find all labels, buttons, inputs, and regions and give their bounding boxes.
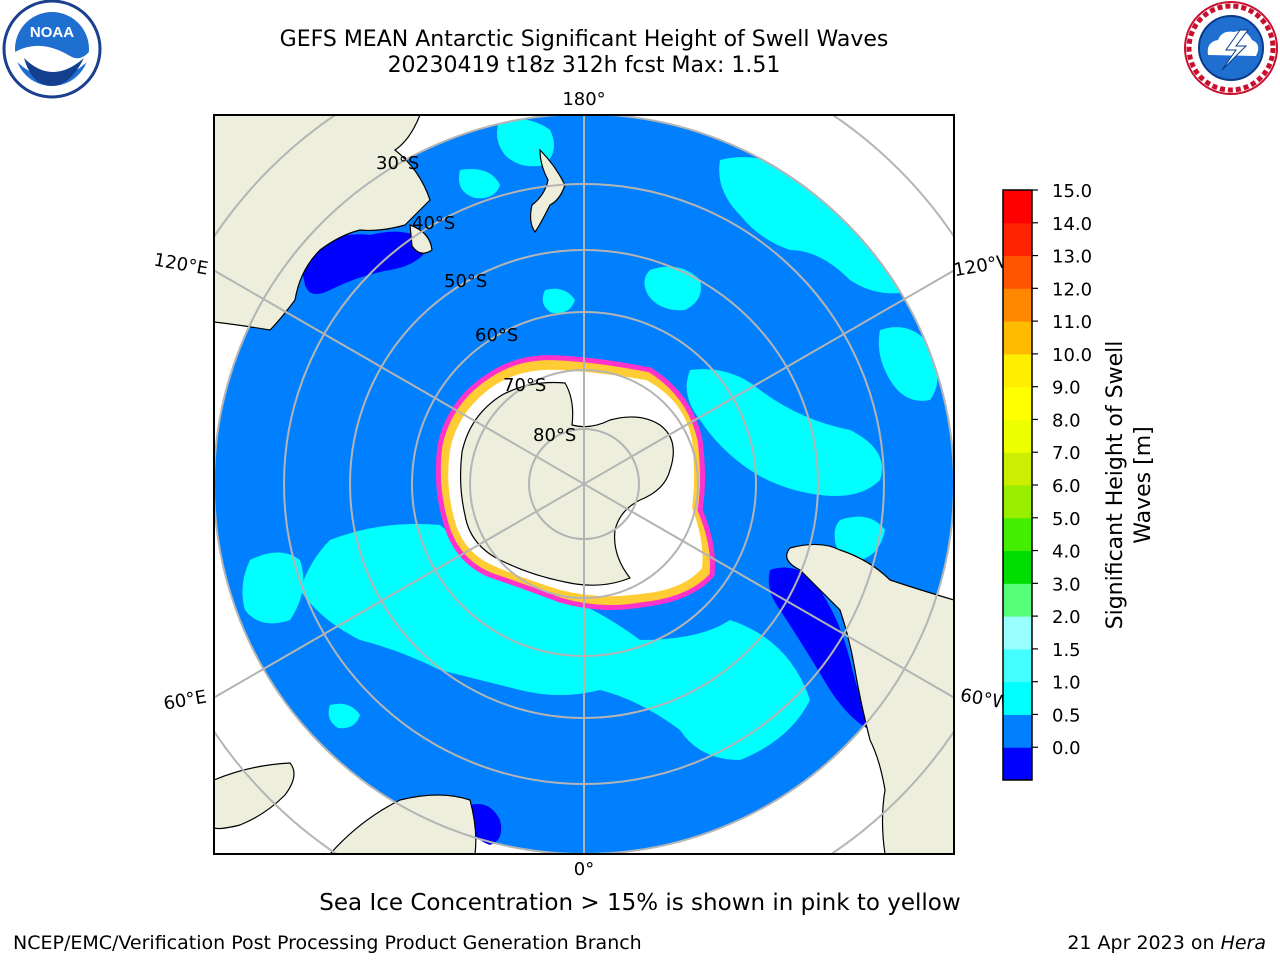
map-frame bbox=[213, 114, 955, 855]
polar-map: 30°S 40°S 50°S 60°S 70°S 80°S bbox=[214, 115, 954, 854]
footer-date: 21 Apr 2023 on Hera bbox=[1067, 932, 1266, 954]
swell-patch-cyan-southeast bbox=[834, 516, 885, 560]
colorbar-label-line1: Significant Height of Swell bbox=[1103, 341, 1128, 630]
colorbar-segment bbox=[1003, 485, 1032, 519]
colorbar-tick-label: 3.0 bbox=[1052, 574, 1081, 595]
colorbar-segment bbox=[1003, 255, 1032, 289]
lat-label-70s: 70°S bbox=[503, 375, 546, 396]
land-antarctica bbox=[459, 381, 674, 586]
colorbar-tick-label: 5.0 bbox=[1052, 509, 1081, 530]
chart-subtitle: 20230419 t18z 312h fcst Max: 1.51 bbox=[387, 53, 781, 78]
colorbar-segment bbox=[1003, 452, 1032, 486]
colorbar-tick-label: 13.0 bbox=[1052, 247, 1092, 268]
antarctica bbox=[435, 355, 715, 611]
colorbar-segment bbox=[1003, 616, 1032, 650]
colorbar-tick-label: 7.0 bbox=[1052, 443, 1081, 464]
calm-patch-australia bbox=[300, 231, 430, 294]
colorbar-segment bbox=[1003, 353, 1032, 388]
chart-title: GEFS MEAN Antarctic Significant Height o… bbox=[279, 27, 889, 52]
swell-patch-cyan-northeast bbox=[719, 157, 920, 294]
lat-label-50s: 50°S bbox=[444, 271, 487, 292]
swell-patch-cyan-south bbox=[300, 524, 810, 760]
colorbar-tick-label: 14.0 bbox=[1052, 214, 1092, 235]
colorbar-tick-label: 1.0 bbox=[1052, 673, 1081, 694]
swell-patch-cyan-mid-north bbox=[644, 266, 701, 311]
lon-label-0: 0° bbox=[574, 859, 594, 880]
swell-patch-cyan-northwest bbox=[459, 169, 500, 199]
colorbar-tick-label: 8.0 bbox=[1052, 410, 1081, 431]
land-africa-south bbox=[329, 794, 477, 854]
swell-patch-cyan-far-east bbox=[878, 327, 938, 401]
land-tasmania bbox=[409, 224, 433, 254]
lat-label-30s: 30°S bbox=[376, 153, 419, 174]
colorbar-segment bbox=[1003, 222, 1032, 257]
swell-patch-cyan-mid bbox=[542, 288, 575, 314]
colorbar-segment bbox=[1003, 321, 1032, 355]
lon-label-60e: 60°E bbox=[162, 686, 208, 714]
lat-label-40s: 40°S bbox=[412, 213, 455, 234]
colorbar-tick-label: 15.0 bbox=[1052, 181, 1092, 202]
colorbar-segment bbox=[1003, 190, 1032, 224]
colorbar-segment bbox=[1003, 583, 1032, 617]
colorbar-tick-label: 0.5 bbox=[1052, 705, 1081, 726]
footer-host: Hera bbox=[1220, 932, 1266, 954]
colorbar-tick-label: 10.0 bbox=[1052, 345, 1092, 366]
swell-patch-cyan-southwest bbox=[242, 552, 304, 624]
noaa-logo-text: NOAA bbox=[30, 24, 74, 41]
colorbar-segment bbox=[1003, 747, 1032, 781]
calm-patch-africa bbox=[470, 804, 502, 845]
colorbar-segment bbox=[1003, 648, 1032, 683]
colorbar-segment bbox=[1003, 517, 1032, 552]
land-south-america bbox=[786, 543, 954, 854]
lon-label-120e: 120°E bbox=[152, 249, 210, 279]
colorbar-segment bbox=[1003, 550, 1032, 584]
colorbar-label: Significant Height of Swell Waves [m] bbox=[1103, 341, 1156, 630]
footer-date-text: 21 Apr 2023 on bbox=[1067, 932, 1215, 954]
sea-ice-note: Sea Ice Concentration > 15% is shown in … bbox=[319, 890, 961, 916]
colorbar-segment bbox=[1003, 681, 1032, 715]
land-madagascar bbox=[214, 762, 295, 830]
colorbar-tick-label: 2.0 bbox=[1052, 607, 1081, 628]
swell-patch-cyan-south-low bbox=[328, 703, 360, 729]
colorbar-segment bbox=[1003, 386, 1032, 420]
colorbar-segment bbox=[1003, 288, 1032, 322]
lon-label-180: 180° bbox=[562, 89, 605, 110]
colorbar-tick-label: 6.0 bbox=[1052, 476, 1081, 497]
lat-label-80s: 80°S bbox=[533, 425, 576, 446]
graticule bbox=[214, 115, 954, 854]
footer-credit: NCEP/EMC/Verification Post Processing Pr… bbox=[13, 932, 642, 954]
colorbar-tick-label: 9.0 bbox=[1052, 378, 1081, 399]
noaa-logo: NOAA bbox=[2, 0, 102, 99]
colorbar-tick-label: 11.0 bbox=[1052, 312, 1092, 333]
colorbar-segment bbox=[1003, 419, 1032, 453]
colorbar-tick-label: 4.0 bbox=[1052, 542, 1081, 563]
latitude-labels: 30°S 40°S 50°S 60°S 70°S 80°S bbox=[376, 153, 576, 446]
colorbar: 15.0 14.0 13.0 12.0 11.0 10.0 9.0 8.0 7.0 6.0 5.0 4… bbox=[1002, 181, 1092, 781]
colorbar-label-line2: Waves [m] bbox=[1131, 426, 1156, 543]
nws-logo bbox=[1184, 1, 1278, 95]
colorbar-tick-label: 12.0 bbox=[1052, 279, 1092, 300]
colorbar-tick-label: 1.5 bbox=[1052, 640, 1081, 661]
colorbar-tick-label: 0.0 bbox=[1052, 738, 1081, 759]
colorbar-segment bbox=[1003, 714, 1032, 748]
lat-label-60s: 60°S bbox=[475, 325, 518, 346]
calm-patch-south-america bbox=[768, 567, 870, 730]
